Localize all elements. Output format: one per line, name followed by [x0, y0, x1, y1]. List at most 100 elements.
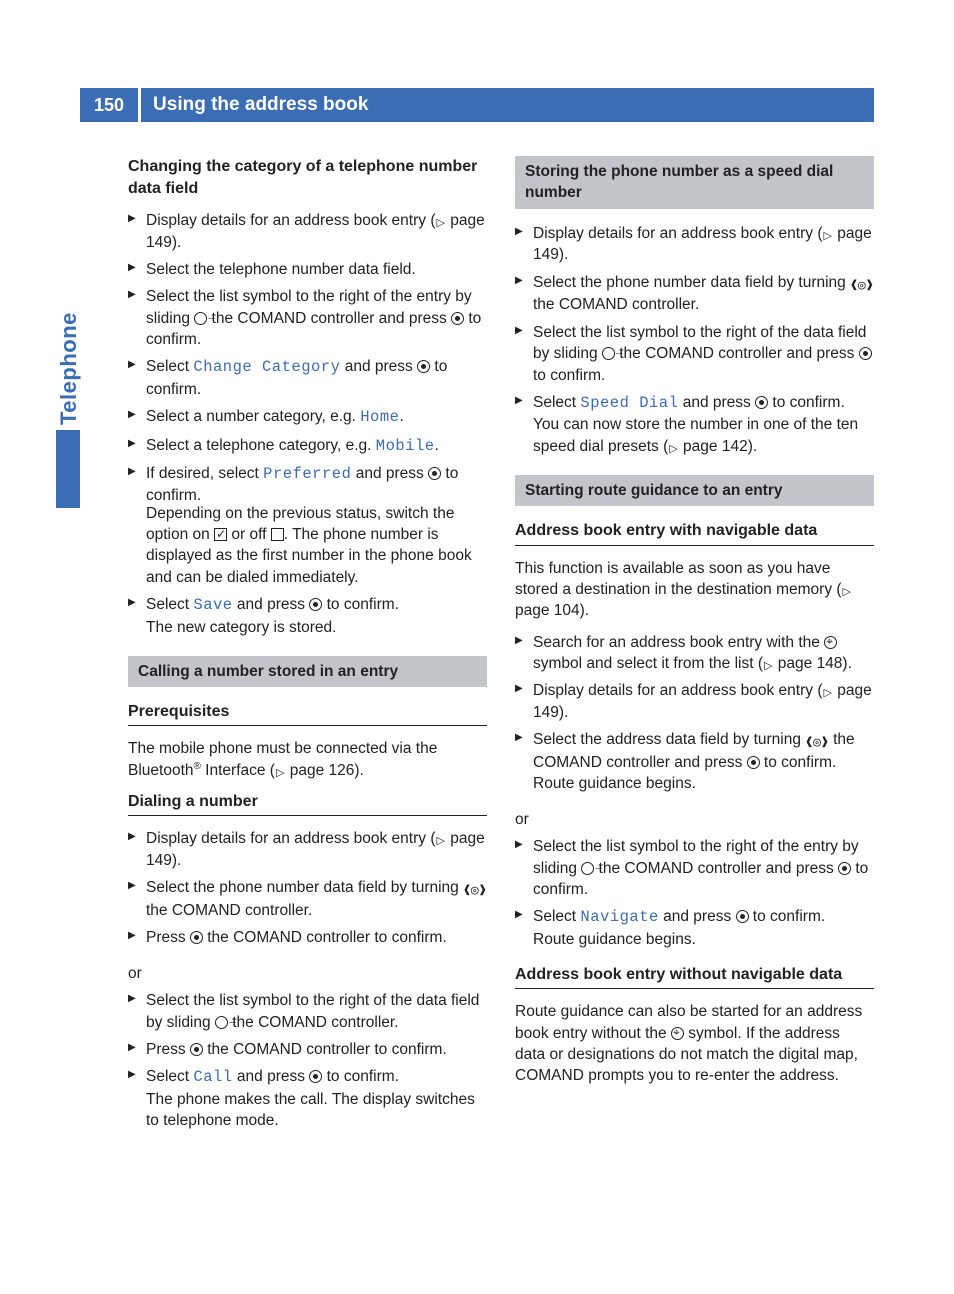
press-icon: [838, 862, 851, 875]
press-icon: [755, 396, 768, 409]
text: .: [435, 437, 439, 454]
text: and press: [659, 908, 736, 925]
follow-text: Depending on the previous status, switch…: [146, 503, 487, 589]
non-navigable-text: Route guidance can also be started for a…: [515, 1001, 874, 1087]
text: to confirm.: [322, 1068, 399, 1085]
text: and press: [233, 596, 310, 613]
page-ref-icon: ▷: [823, 229, 831, 244]
text: Press: [146, 929, 190, 946]
text: to confirm.: [760, 754, 837, 771]
text: Search for an address book entry with th…: [533, 634, 824, 651]
heading-calling-number: Calling a number stored in an entry: [128, 656, 487, 687]
content-columns: Changing the category of a telephone num…: [80, 156, 874, 1145]
page-header: 150 Using the address book: [80, 88, 874, 122]
list-item: Display details for an address book entr…: [515, 680, 874, 723]
nav-dest-icon: [824, 636, 837, 649]
text: page 126).: [285, 762, 363, 779]
text: Select: [146, 596, 193, 613]
prerequisites-text: The mobile phone must be connected via t…: [128, 738, 487, 781]
steps-navigable-alt: Select the list symbol to the right of t…: [515, 836, 874, 950]
steps-change-category: Display details for an address book entr…: [128, 210, 487, 638]
steps-navigable: Search for an address book entry with th…: [515, 632, 874, 795]
side-tab-label: Telephone: [56, 312, 82, 425]
list-item: Select Save and press to confirm. The ne…: [128, 594, 487, 638]
ui-label: Call: [193, 1068, 232, 1086]
list-item: Select Speed Dial and press to confirm. …: [515, 392, 874, 457]
list-item: If desired, select Preferred and press t…: [128, 463, 487, 588]
text: .: [399, 408, 403, 425]
text: to confirm.: [533, 367, 605, 384]
list-item: Select a telephone category, e.g. Mobile…: [128, 435, 487, 457]
text: page 142).: [679, 438, 757, 455]
press-icon: [859, 347, 872, 360]
page: 150 Using the address book Telephone Cha…: [0, 0, 954, 1294]
list-item: Select the address data field by turning…: [515, 729, 874, 795]
press-icon: [309, 598, 322, 611]
follow-text: The new category is stored.: [146, 617, 487, 638]
list-item: Select Navigate and press to confirm. Ro…: [515, 906, 874, 950]
heading-speed-dial: Storing the phone number as a speed dial…: [515, 156, 874, 209]
list-item: Display details for an address book entr…: [515, 223, 874, 266]
list-item: Search for an address book entry with th…: [515, 632, 874, 675]
text: Select the phone number data field by tu…: [533, 274, 850, 291]
press-icon: [428, 467, 441, 480]
follow-text: Route guidance begins.: [533, 929, 874, 950]
list-item: Press the COMAND controller to confirm.: [128, 1039, 487, 1060]
press-icon: [747, 756, 760, 769]
text: Display details for an address book entr…: [146, 212, 435, 229]
press-icon: [190, 1043, 203, 1056]
text: and press: [678, 394, 755, 411]
page-number: 150: [80, 88, 138, 122]
slide-icon: [581, 862, 594, 875]
press-icon: [190, 931, 203, 944]
steps-dialing: Display details for an address book entr…: [128, 828, 487, 948]
text: the COMAND controller.: [146, 902, 312, 919]
left-column: Changing the category of a telephone num…: [128, 156, 487, 1145]
ui-label: Home: [360, 408, 399, 426]
text: the COMAND controller to confirm.: [203, 929, 447, 946]
slide-icon: [602, 347, 615, 360]
list-item: Select Change Category and press to conf…: [128, 356, 487, 400]
text: to confirm.: [749, 908, 826, 925]
follow-text: Route guidance begins.: [533, 773, 874, 794]
steps-dialing-alt: Select the list symbol to the right of t…: [128, 990, 487, 1131]
ui-label: Save: [193, 596, 232, 614]
text: and press: [340, 358, 417, 375]
text: the COMAND controller.: [228, 1014, 399, 1031]
text: Select the address data field by turning: [533, 731, 805, 748]
text: Display details for an address book entr…: [533, 225, 822, 242]
text: and press: [233, 1068, 310, 1085]
press-icon: [417, 360, 430, 373]
list-item: Select the list symbol to the right of t…: [128, 286, 487, 350]
page-ref-icon: ▷: [669, 442, 677, 457]
text: Select: [533, 394, 580, 411]
text: the COMAND controller to confirm.: [203, 1041, 447, 1058]
list-item: Select the list symbol to the right of t…: [128, 990, 487, 1033]
text: page 104).: [515, 602, 589, 619]
text: Interface (: [201, 762, 275, 779]
right-column: Storing the phone number as a speed dial…: [515, 156, 874, 1145]
page-ref-icon: ▷: [436, 834, 444, 849]
text: Select a telephone category, e.g.: [146, 437, 376, 454]
heading-route-guidance: Starting route guidance to an entry: [515, 475, 874, 506]
text: This function is available as soon as yo…: [515, 560, 842, 598]
turn-icon: ❰◎❱: [463, 882, 486, 900]
text: to confirm.: [768, 394, 845, 411]
text: Display details for an address book entr…: [533, 682, 822, 699]
checkbox-on-icon: [214, 528, 227, 541]
page-title: Using the address book: [141, 88, 874, 122]
ui-label: Mobile: [376, 437, 435, 455]
registered-mark: ®: [194, 761, 201, 772]
list-item: Display details for an address book entr…: [128, 210, 487, 253]
list-item: Select a number category, e.g. Home.: [128, 406, 487, 428]
press-icon: [736, 910, 749, 923]
side-tab-block: [56, 430, 80, 508]
slide-icon: [194, 312, 207, 325]
heading-dialing: Dialing a number: [128, 791, 487, 816]
text: Select: [146, 358, 193, 375]
ui-label: Change Category: [193, 358, 340, 376]
text: or off: [227, 526, 271, 543]
text: the COMAND controller and press: [615, 345, 859, 362]
list-item: Select the list symbol to the right of t…: [515, 322, 874, 386]
list-item: Select the phone number data field by tu…: [128, 877, 487, 921]
